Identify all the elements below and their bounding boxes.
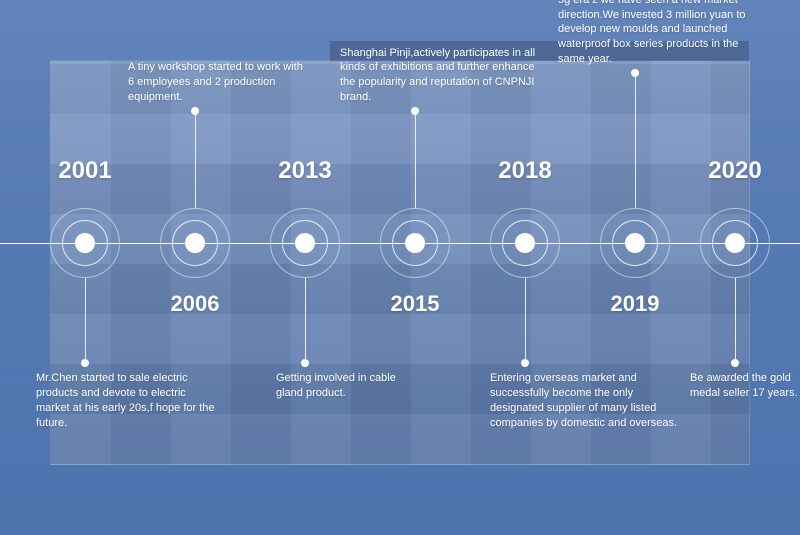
- timeline-stem-dot: [411, 107, 419, 115]
- timeline-stem: [415, 111, 416, 208]
- node-dot: [515, 233, 535, 253]
- timeline-stem: [735, 278, 736, 363]
- timeline-year: 2015: [391, 291, 440, 317]
- node-dot: [295, 233, 315, 253]
- timeline-stem-dot: [631, 69, 639, 77]
- timeline-canvas: 2001 Mr.Chen started to sale electric pro…: [0, 0, 800, 535]
- timeline-desc: Mr.Chen started to sale electric product…: [36, 371, 216, 430]
- timeline-stem: [635, 73, 636, 208]
- timeline-year: 2019: [611, 291, 660, 317]
- timeline-desc: A tiny workshop started to work with 6 e…: [128, 60, 303, 105]
- node-dot: [75, 233, 95, 253]
- timeline-stem: [195, 111, 196, 208]
- timeline-stem-dot: [731, 359, 739, 367]
- node-dot: [625, 233, 645, 253]
- timeline-stem-dot: [191, 107, 199, 115]
- timeline-year: 2006: [171, 291, 220, 317]
- timeline-stem: [305, 278, 306, 363]
- timeline-stem: [525, 278, 526, 363]
- timeline-desc: Shanghai Pinji,actively participates in …: [340, 46, 540, 105]
- node-dot: [185, 233, 205, 253]
- timeline-year: 2013: [278, 157, 331, 185]
- timeline-stem-dot: [81, 359, 89, 367]
- timeline-desc: Getting involved in cable gland product.: [276, 371, 406, 401]
- timeline-stem-dot: [521, 359, 529, 367]
- timeline-desc: Turnover over 50 million.With the arriva…: [558, 0, 768, 67]
- timeline-year: 2001: [58, 157, 111, 185]
- timeline-stem: [85, 278, 86, 363]
- node-dot: [725, 233, 745, 253]
- timeline-stem-dot: [301, 359, 309, 367]
- timeline-year: 2020: [708, 157, 761, 185]
- node-dot: [405, 233, 425, 253]
- timeline-desc: Entering overseas market and successfull…: [490, 371, 685, 430]
- timeline-year: 2018: [498, 157, 551, 185]
- timeline-desc: Be awarded the gold medal seller 17 year…: [690, 371, 800, 401]
